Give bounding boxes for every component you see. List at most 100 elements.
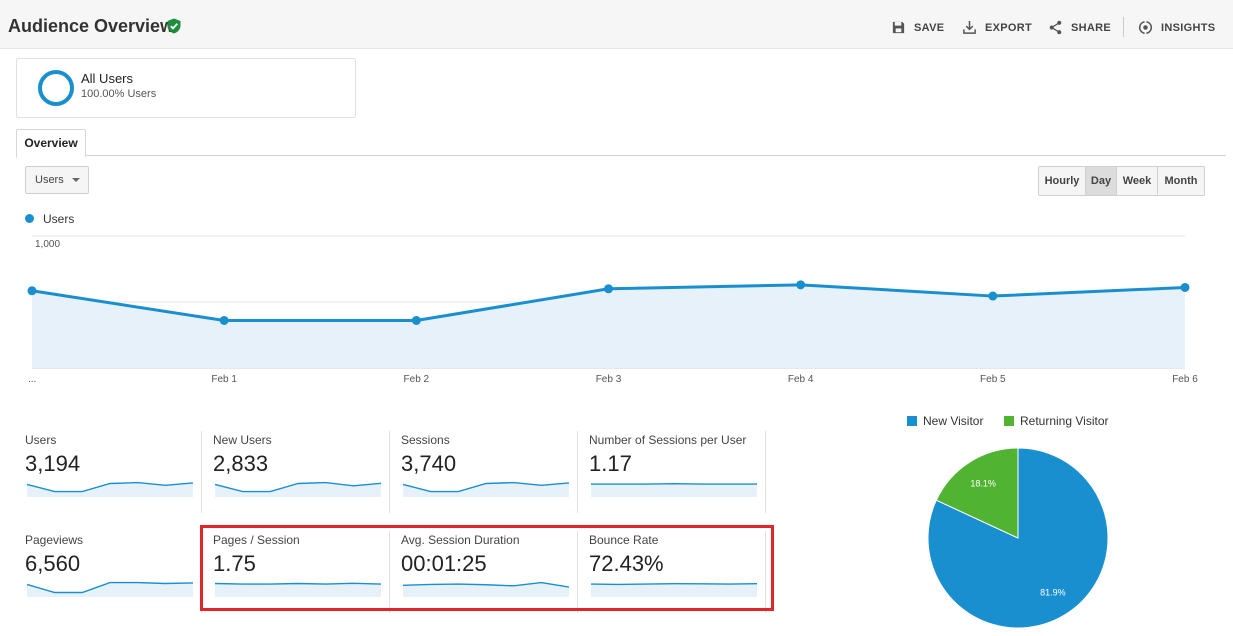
- metric-tile[interactable]: Avg. Session Duration 00:01:25: [401, 533, 577, 577]
- metric-label: Number of Sessions per User: [589, 433, 747, 447]
- metric-label: Bounce Rate: [589, 533, 659, 547]
- save-label: SAVE: [914, 21, 945, 34]
- users-area: [32, 284, 1185, 368]
- sparkline: [214, 582, 382, 597]
- metric-label: Users: [25, 433, 57, 447]
- sparkline-area: [27, 582, 193, 597]
- metric-value: 00:01:25: [401, 551, 487, 576]
- metric-divider: [389, 531, 390, 613]
- metric-tile[interactable]: New Users 2,833: [213, 433, 389, 477]
- sparkline-area: [215, 583, 381, 597]
- metric-divider: [201, 431, 202, 513]
- metric-divider: [389, 431, 390, 513]
- legend-swatch: [1004, 416, 1014, 426]
- sparkline: [26, 481, 194, 497]
- sparkline-line: [26, 581, 194, 594]
- metric-tile[interactable]: Users 3,194: [25, 433, 201, 477]
- metric-tile[interactable]: Bounce Rate 72.43%: [589, 533, 765, 577]
- visitor-pie-chart: 81.9% 18.1%: [927, 447, 1109, 629]
- metric-label: New Users: [213, 433, 272, 447]
- header-bar: [0, 0, 1233, 49]
- data-point: [988, 291, 998, 301]
- x-tick-label: Feb 5: [980, 374, 1006, 385]
- pie-slice: [935, 447, 1019, 539]
- metric-divider: [765, 531, 766, 613]
- granularity-toggle: Hourly Day Week Month: [1038, 166, 1205, 196]
- metric-value: 72.43%: [589, 551, 664, 576]
- legend-swatch: [907, 416, 917, 426]
- sparkline-line: [214, 481, 382, 493]
- users-line-chart: [27, 235, 1190, 369]
- metric-divider: [577, 531, 578, 613]
- metric-tile[interactable]: Sessions 3,740: [401, 433, 577, 477]
- granularity-week[interactable]: Week: [1117, 167, 1158, 195]
- pie-legend-label: Returning Visitor: [1020, 414, 1109, 428]
- pie-slice-label: 18.1%: [970, 478, 996, 488]
- sparkline-area: [403, 582, 569, 597]
- highlight-box: [200, 525, 774, 611]
- metric-divider: [577, 431, 578, 513]
- granularity-month[interactable]: Month: [1158, 167, 1204, 195]
- tab-overview[interactable]: Overview: [16, 129, 86, 158]
- metric-value: 3,194: [25, 451, 81, 476]
- share-icon: [1049, 20, 1062, 35]
- y-tick-label: 1,000: [35, 239, 61, 250]
- sparkline-line: [26, 481, 194, 493]
- granularity-day[interactable]: Day: [1086, 167, 1117, 195]
- data-point: [1180, 282, 1190, 292]
- verified-shield-icon: [167, 18, 181, 34]
- pie-slice-label: 81.9%: [1040, 588, 1066, 598]
- metric-value: 1.17: [589, 451, 632, 476]
- x-tick-label: Feb 6: [1172, 374, 1198, 385]
- tab-underline: [16, 155, 1226, 156]
- segment-percent: 100.00% Users: [81, 88, 157, 100]
- insights-button[interactable]: INSIGHTS: [1138, 20, 1215, 35]
- save-button[interactable]: SAVE: [891, 20, 944, 35]
- metric-label: Avg. Session Duration: [401, 533, 520, 547]
- data-point: [219, 315, 229, 325]
- x-tick-label: Feb 2: [403, 374, 430, 385]
- metric-dropdown-label: Users: [35, 174, 64, 186]
- export-button[interactable]: EXPORT: [962, 20, 1032, 35]
- download-icon: [963, 20, 976, 34]
- segment-ring-icon: [38, 70, 74, 106]
- metric-value: 2,833: [213, 451, 269, 476]
- metric-label: Sessions: [401, 433, 450, 447]
- sparkline-line: [214, 582, 382, 585]
- pie-legend-new: New Visitor: [907, 414, 983, 428]
- x-tick-label: ...: [28, 374, 37, 385]
- metric-value: 6,560: [25, 551, 81, 576]
- sparkline: [591, 482, 757, 497]
- granularity-hourly[interactable]: Hourly: [1039, 167, 1086, 195]
- metric-label: Pages / Session: [213, 533, 300, 547]
- metric-value: 1.75: [213, 551, 256, 576]
- x-tick-label: Feb 3: [595, 374, 622, 385]
- x-tick-label: Feb 4: [787, 374, 814, 385]
- x-tick-label: Feb 1: [211, 374, 237, 385]
- data-point: [27, 286, 37, 296]
- metric-label: Pageviews: [25, 533, 84, 547]
- metric-tile[interactable]: Pageviews 6,560: [25, 533, 201, 577]
- sparkline: [402, 581, 570, 597]
- sparkline: [26, 581, 194, 597]
- pie-legend-label: New Visitor: [923, 414, 984, 428]
- share-label: SHARE: [1071, 21, 1112, 34]
- insights-label: INSIGHTS: [1161, 21, 1216, 34]
- sparkline-area: [27, 482, 193, 497]
- sparkline: [214, 481, 382, 497]
- pie-legend-returning: Returning Visitor: [1004, 414, 1109, 428]
- sparkline-line: [402, 581, 570, 588]
- metric-dropdown[interactable]: Users: [25, 166, 89, 194]
- metric-tile[interactable]: Pages / Session 1.75: [213, 533, 389, 577]
- data-point: [604, 284, 613, 294]
- divider: [1123, 17, 1124, 37]
- sparkline-line: [590, 582, 758, 586]
- sparkline-area: [403, 482, 569, 497]
- share-button[interactable]: SHARE: [1048, 20, 1111, 35]
- chart-legend-label: Users: [43, 212, 75, 226]
- metric-tile[interactable]: Number of Sessions per User 1.17: [589, 433, 765, 477]
- sparkline: [402, 481, 570, 497]
- save-icon: [892, 21, 905, 34]
- data-point: [796, 280, 806, 290]
- insights-icon: [1138, 20, 1153, 35]
